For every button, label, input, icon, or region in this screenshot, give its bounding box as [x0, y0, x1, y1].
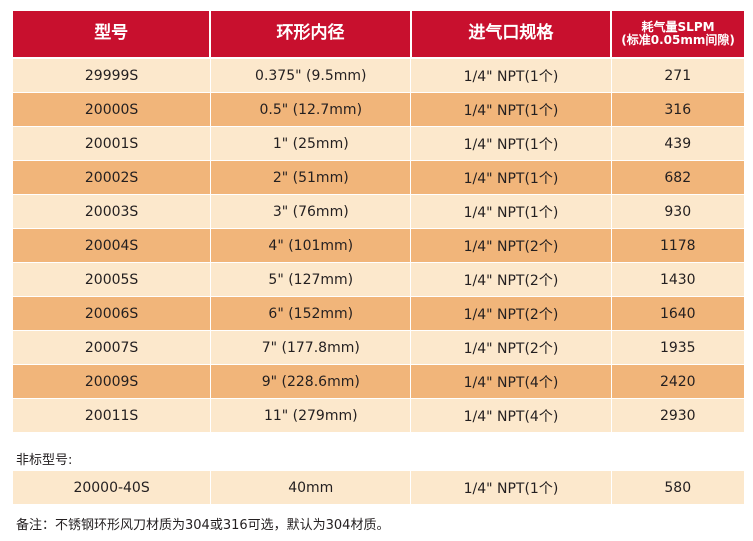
header-air-consumption-sub: (标准0.05mm间隙)	[621, 33, 735, 47]
header-model: 型号	[13, 11, 210, 57]
cell-inner-diameter: 7" (177.8mm)	[210, 331, 410, 364]
cell-air-consumption: 2420	[610, 365, 744, 398]
cell-air-consumption: 930	[610, 195, 744, 228]
cell-inner-diameter: 5" (127mm)	[210, 263, 410, 296]
cell-inner-diameter: 3" (76mm)	[210, 195, 410, 228]
cell-model: 20000S	[84, 101, 139, 118]
cell-model: 20011S	[84, 407, 139, 424]
cell-model: 20007S	[84, 339, 139, 356]
cell-model: 20002S	[84, 169, 139, 186]
cell-air-consumption: 1178	[610, 229, 744, 262]
footnote: 备注：不锈钢环形风刀材质为304或316可选，默认为304材质。	[16, 518, 390, 533]
cell-model: 20000-40S	[73, 479, 150, 496]
table-row: 20003S 3" (76mm) 1/4" NPT(1个) 930	[13, 195, 744, 229]
cell-inlet-spec: 1/4" NPT(2个)	[410, 263, 610, 296]
cell-air-consumption: 316	[610, 93, 744, 126]
cell-inner-diameter: 0.5" (12.7mm)	[210, 93, 410, 126]
cell-inlet-spec: 1/4" NPT(1个)	[410, 471, 610, 504]
cell-inlet-spec: 1/4" NPT(1个)	[410, 127, 610, 160]
cell-inlet-spec: 1/4" NPT(4个)	[410, 399, 610, 432]
cell-inlet-spec: 1/4" NPT(2个)	[410, 331, 610, 364]
table-row: 29999S 0.375" (9.5mm) 1/4" NPT(1个) 271	[13, 59, 744, 93]
cell-inlet-spec: 1/4" NPT(1个)	[410, 59, 610, 92]
cell-inner-diameter: 9" (228.6mm)	[210, 365, 410, 398]
cell-air-consumption: 1640	[610, 297, 744, 330]
cell-model: 29999S	[84, 67, 139, 84]
header-inner-diameter: 环形内径	[209, 11, 410, 57]
header-air-consumption: 耗气量SLPM (标准0.05mm间隙)	[610, 11, 744, 57]
cell-inner-diameter: 2" (51mm)	[210, 161, 410, 194]
table-row: 20007S 7" (177.8mm) 1/4" NPT(2个) 1935	[13, 331, 744, 365]
cell-inlet-spec: 1/4" NPT(1个)	[410, 93, 610, 126]
table-row: 20005S 5" (127mm) 1/4" NPT(2个) 1430	[13, 263, 744, 297]
nonstandard-row: 20000-40S 40mm 1/4" NPT(1个) 580	[13, 471, 744, 505]
cell-inlet-spec: 1/4" NPT(1个)	[410, 195, 610, 228]
cell-inner-diameter: 6" (152mm)	[210, 297, 410, 330]
table-row: 20001S 1" (25mm) 1/4" NPT(1个) 439	[13, 127, 744, 161]
table-row: 20000S 0.5" (12.7mm) 1/4" NPT(1个) 316	[13, 93, 744, 127]
cell-air-consumption: 2930	[610, 399, 744, 432]
cell-inlet-spec: 1/4" NPT(2个)	[410, 229, 610, 262]
cell-air-consumption: 271	[610, 59, 744, 92]
table-body: 29999S 0.375" (9.5mm) 1/4" NPT(1个) 271 2…	[13, 59, 744, 433]
cell-inlet-spec: 1/4" NPT(2个)	[410, 297, 610, 330]
nonstandard-label: 非标型号:	[16, 453, 73, 468]
cell-air-consumption: 580	[610, 471, 744, 504]
cell-model: 20001S	[84, 135, 139, 152]
table-row: 20009S 9" (228.6mm) 1/4" NPT(4个) 2420	[13, 365, 744, 399]
header-inlet-spec: 进气口规格	[409, 11, 611, 57]
cell-model: 20004S	[84, 237, 139, 254]
cell-model: 20009S	[84, 373, 139, 390]
cell-air-consumption: 439	[610, 127, 744, 160]
cell-model: 20005S	[84, 271, 139, 288]
cell-model: 20006S	[84, 305, 139, 322]
cell-air-consumption: 682	[610, 161, 744, 194]
cell-air-consumption: 1935	[610, 331, 744, 364]
table-header: 型号 环形内径 进气口规格 耗气量SLPM (标准0.05mm间隙)	[13, 11, 744, 57]
cell-air-consumption: 1430	[610, 263, 744, 296]
cell-inner-diameter: 1" (25mm)	[210, 127, 410, 160]
cell-inlet-spec: 1/4" NPT(4个)	[410, 365, 610, 398]
cell-inner-diameter: 40mm	[210, 471, 410, 504]
table-row: 20002S 2" (51mm) 1/4" NPT(1个) 682	[13, 161, 744, 195]
cell-inner-diameter: 4" (101mm)	[210, 229, 410, 262]
cell-model: 20003S	[84, 203, 139, 220]
header-air-consumption-title: 耗气量SLPM	[641, 20, 715, 35]
cell-inner-diameter: 0.375" (9.5mm)	[210, 59, 410, 92]
cell-inlet-spec: 1/4" NPT(1个)	[410, 161, 610, 194]
table-row: 20006S 6" (152mm) 1/4" NPT(2个) 1640	[13, 297, 744, 331]
table-row: 20004S 4" (101mm) 1/4" NPT(2个) 1178	[13, 229, 744, 263]
table-row: 20011S 11" (279mm) 1/4" NPT(4个) 2930	[13, 399, 744, 433]
cell-inner-diameter: 11" (279mm)	[210, 399, 410, 432]
